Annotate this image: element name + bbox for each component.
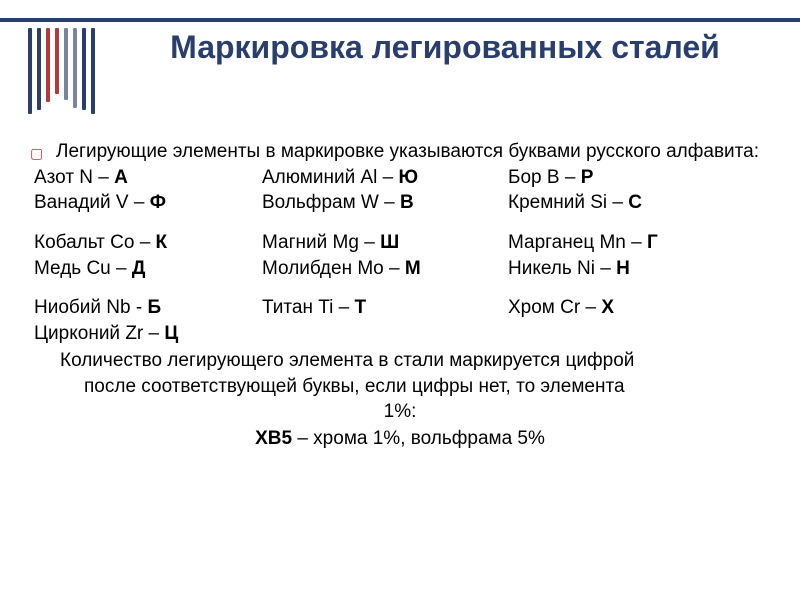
el-text: Магний Mg – <box>262 232 380 253</box>
el-letter: Д <box>132 258 146 279</box>
el-text: Молибден Mo – <box>262 258 405 279</box>
el-text: Титан Ti – <box>262 297 354 318</box>
deco-bar <box>55 28 59 94</box>
slide: Маркировка легированных сталей ▢ Легирую… <box>0 0 800 600</box>
note-line: после соответствующей буквы, если цифры … <box>34 375 770 400</box>
el-letter: А <box>114 167 128 188</box>
el-letter: К <box>156 232 168 253</box>
slide-title: Маркировка легированных сталей <box>150 28 740 66</box>
el-text: Ванадий V – <box>34 192 150 213</box>
el-text: Бор B – <box>508 167 581 188</box>
note-text: 1%: <box>384 401 417 422</box>
el-letter: В <box>400 192 414 213</box>
example-rest: – хрома 1%, вольфрама 5% <box>292 428 545 449</box>
deco-bar <box>28 28 32 114</box>
el-letter: Б <box>147 297 161 318</box>
example-bold: ХВ5 <box>255 428 292 449</box>
el-text: Никель Ni – <box>508 258 616 279</box>
el-letter: С <box>628 192 642 213</box>
el-text: Азот N – <box>34 167 114 188</box>
deco-bar <box>91 28 95 114</box>
example: ХВ5 – хрома 1%, вольфрама 5% <box>30 427 770 452</box>
deco-bar <box>64 28 68 100</box>
el-text: Медь Cu – <box>34 258 132 279</box>
deco-bar <box>82 28 86 110</box>
el-letter: Ш <box>380 232 399 253</box>
lead: ▢ Легирующие элементы в маркировке указы… <box>30 140 770 165</box>
lead-text: Легирующие элементы в маркировке указыва… <box>56 140 770 165</box>
el-text: Вольфрам W – <box>262 192 400 213</box>
element-row: Медь Cu – Д Молибден Mo – М Никель Ni – … <box>34 256 770 282</box>
el-text: Цирконий Zr – <box>34 323 164 344</box>
el-letter: Х <box>601 297 614 318</box>
top-rule <box>0 18 800 22</box>
body: ▢ Легирующие элементы в маркировке указы… <box>30 140 770 451</box>
el-text: Хром Cr – <box>508 297 601 318</box>
element-row: Цирконий Zr – Ц <box>34 321 770 347</box>
note-text: после соответствующей буквы, если цифры … <box>84 376 625 397</box>
deco-bar <box>46 28 50 102</box>
el-text: Ниобий Nb - <box>34 297 147 318</box>
el-letter: Г <box>647 232 658 253</box>
deco-bar <box>73 28 77 108</box>
el-letter: Ю <box>399 167 419 188</box>
element-row: Кобальт Co – К Магний Mg – Ш Марганец Mn… <box>34 230 770 256</box>
bullet-icon: ▢ <box>30 144 56 165</box>
element-row: Ниобий Nb - Б Титан Ti – Т Хром Cr – Х <box>34 295 770 321</box>
el-text: Кобальт Co – <box>34 232 156 253</box>
deco-bar <box>37 28 41 110</box>
el-letter: Р <box>581 167 594 188</box>
el-letter: Ф <box>150 192 166 213</box>
el-text: Алюминий Al – <box>262 167 399 188</box>
el-letter: Ц <box>164 323 178 344</box>
el-letter: Н <box>616 258 630 279</box>
element-row: Азот N – А Алюминий Al – Ю Бор B – Р <box>34 165 770 191</box>
el-text: Кремний Si – <box>508 192 628 213</box>
note-line: 1%: <box>30 400 770 425</box>
el-letter: Т <box>354 297 366 318</box>
note-text: Количество легирующего элемента в стали … <box>60 350 634 371</box>
element-row: Ванадий V – Ф Вольфрам W – В Кремний Si … <box>34 190 770 216</box>
deco-bars <box>28 28 95 114</box>
note-line: Количество легирующего элемента в стали … <box>34 349 770 374</box>
el-letter: М <box>405 258 421 279</box>
el-text: Марганец Mn – <box>508 232 647 253</box>
